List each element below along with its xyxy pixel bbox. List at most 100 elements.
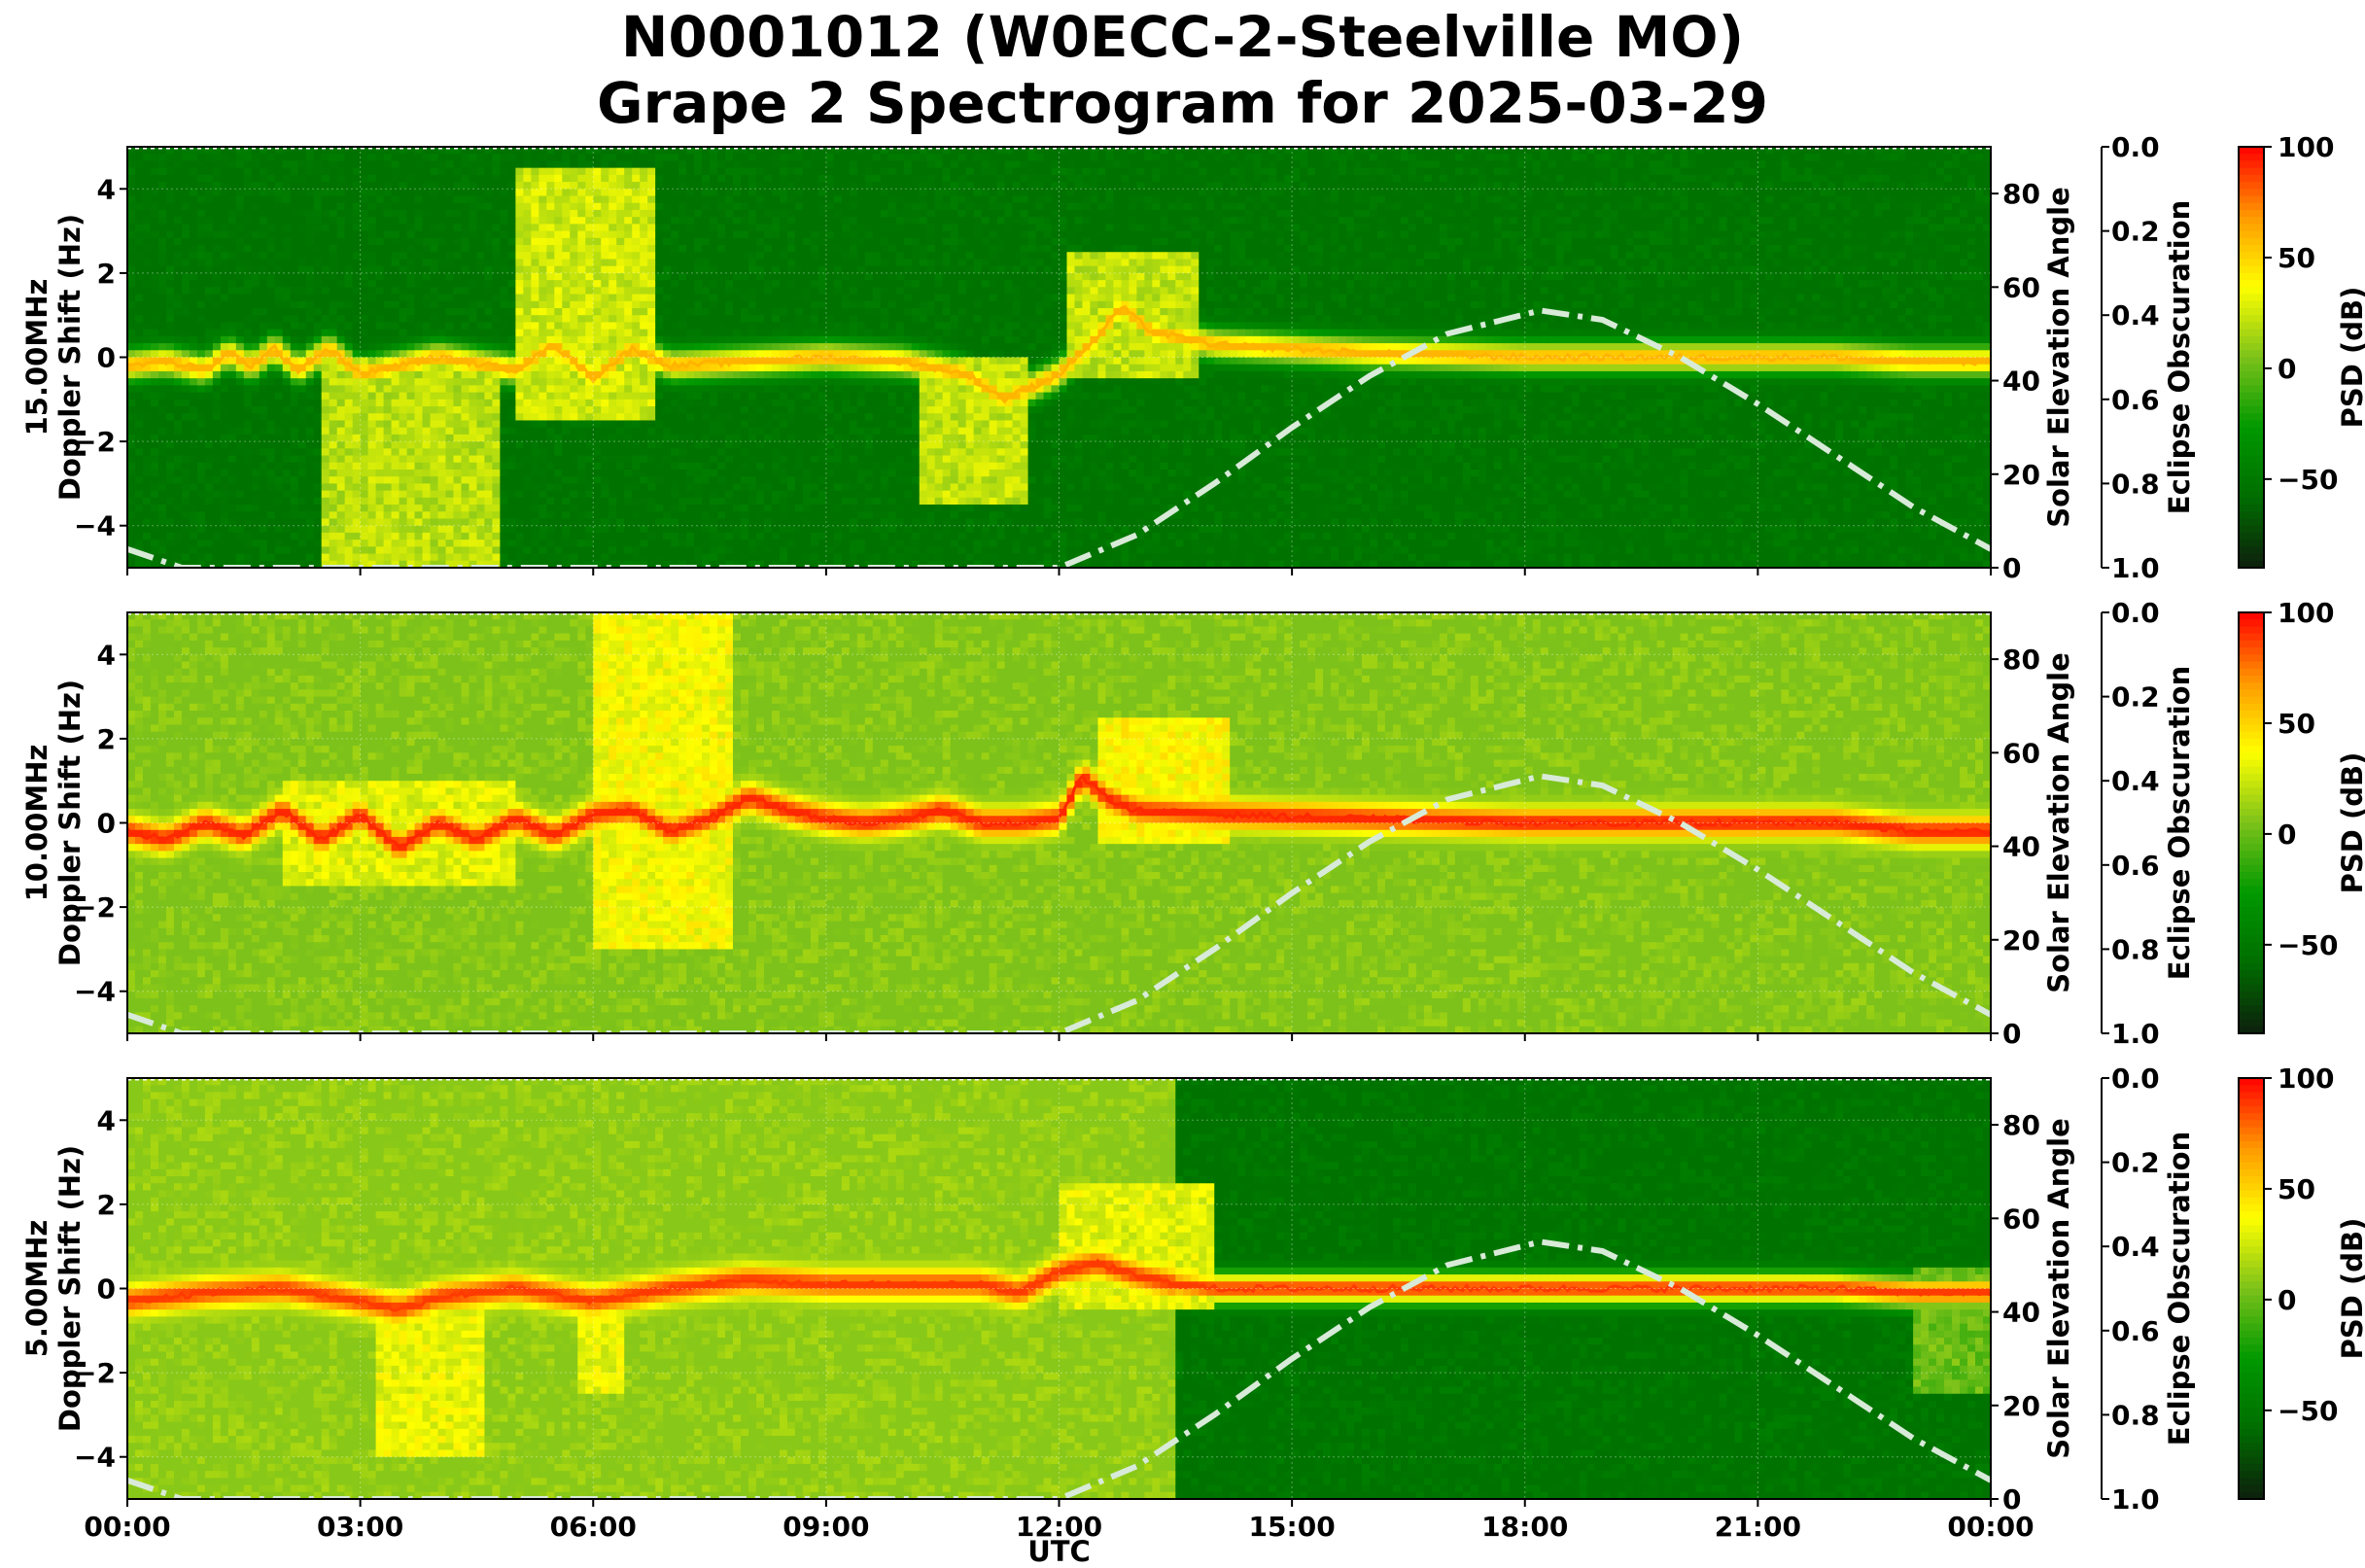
elevation-tick-label: 0 (2002, 1483, 2021, 1516)
elevation-tick-label: 80 (2002, 178, 2040, 210)
doppler-tick-label: −4 (74, 510, 116, 542)
doppler-tick-label: 0 (97, 808, 116, 840)
psd-colorbar: 100 50 0 −50 PSD (dB) (2238, 131, 2365, 569)
colorbar-tick-label: 50 (2278, 242, 2315, 274)
elevation-tick-label: 40 (2002, 366, 2040, 398)
heatmap-cells (127, 1078, 1992, 1500)
doppler-shift-label: Doppler Shift (Hz) (53, 214, 87, 501)
colorbar-frame (2238, 1077, 2265, 1500)
eclipse-tick-label: 1.0 (2111, 552, 2160, 584)
eclipse-tick-label: 0.2 (2111, 681, 2160, 714)
x-tick-label: 00:00 (84, 1511, 170, 1543)
doppler-trace-line (125, 774, 1992, 849)
spectrogram-panel-2: 420−2−45.00MHzDoppler Shift (Hz)02040608… (20, 1063, 2365, 1543)
doppler-tick-label: −2 (74, 1357, 116, 1389)
colorbar-tick-label: −50 (2278, 929, 2338, 961)
solar-elevation-curve (127, 307, 1991, 568)
x-tick-label: 15:00 (1249, 1511, 1336, 1543)
elevation-axis-label: Solar Elevation Angle (2042, 652, 2075, 993)
elevation-tick-label: 80 (2002, 644, 2040, 676)
doppler-tick-label: −4 (74, 976, 116, 1008)
x-tick-label: 12:00 (1016, 1511, 1102, 1543)
elevation-tick-label: 60 (2002, 737, 2040, 769)
elevation-tick-label: 60 (2002, 1202, 2040, 1235)
x-tick-label: 00:00 (1947, 1511, 2034, 1543)
x-axis-label: UTC (1027, 1535, 1091, 1568)
eclipse-tick-label: 0.2 (2111, 216, 2160, 248)
doppler-axis-label: 5.00MHzDoppler Shift (Hz) (20, 1145, 87, 1432)
eclipse-tick-label: 0.4 (2111, 299, 2160, 331)
eclipse-tick-label: 0.4 (2111, 1231, 2160, 1263)
elevation-tick-label: 20 (2002, 1390, 2040, 1422)
colorbar-label: PSD (dB) (2336, 287, 2365, 429)
doppler-axis-label: 10.00MHzDoppler Shift (Hz) (20, 679, 87, 966)
colorbar-tick-label: 0 (2278, 819, 2296, 851)
eclipse-axis-label: Eclipse Obscuration (2163, 200, 2196, 514)
heatmap-cells (127, 147, 1992, 569)
colorbar-frame (2238, 146, 2265, 569)
colorbar-tick-label: 100 (2278, 597, 2334, 629)
doppler-tick-label: 4 (97, 639, 116, 671)
elevation-tick-label: 20 (2002, 924, 2040, 957)
colorbar-tick-label: 100 (2278, 131, 2334, 163)
heatmap-cells (127, 612, 1992, 1034)
eclipse-tick-label: 0.4 (2111, 765, 2160, 797)
x-tick-label: 21:00 (1715, 1511, 1801, 1543)
elevation-tick-label: 20 (2002, 459, 2040, 491)
spectrogram-panel-0: 420−2−415.00MHzDoppler Shift (Hz)0204060… (20, 131, 2365, 584)
elevation-tick-label: 80 (2002, 1109, 2040, 1141)
eclipse-tick-label: 0.6 (2111, 850, 2160, 882)
x-tick-label: 18:00 (1481, 1511, 1568, 1543)
doppler-tick-label: 4 (97, 173, 116, 205)
eclipse-tick-label: 0.2 (2111, 1147, 2160, 1179)
figure-title-line1: N0001012 (W0ECC-2-Steelville MO) (0, 4, 2365, 70)
x-tick-label: 09:00 (783, 1511, 869, 1543)
doppler-tick-label: 0 (97, 342, 116, 374)
elevation-axis-label: Solar Elevation Angle (2042, 187, 2075, 528)
solar-elevation-curve (127, 1238, 1991, 1499)
doppler-trace-line (126, 304, 1992, 404)
eclipse-tick-label: 0.6 (2111, 1315, 2160, 1347)
frequency-label: 10.00MHz (20, 745, 53, 902)
colorbar-tick-label: −50 (2278, 1395, 2338, 1427)
colorbar-tick-label: −50 (2278, 464, 2338, 496)
eclipse-tick-label: 0.8 (2111, 468, 2160, 500)
doppler-axis-label: 15.00MHzDoppler Shift (Hz) (20, 214, 87, 501)
eclipse-tick-label: 0.0 (2111, 1063, 2160, 1095)
frequency-label: 15.00MHz (20, 279, 53, 436)
elevation-tick-label: 40 (2002, 1297, 2040, 1329)
eclipse-tick-label: 1.0 (2111, 1483, 2160, 1516)
colorbar-label: PSD (dB) (2336, 1218, 2365, 1360)
elevation-tick-label: 0 (2002, 552, 2021, 584)
doppler-tick-label: 2 (97, 723, 116, 755)
colorbar-label: PSD (dB) (2336, 752, 2365, 894)
psd-colorbar: 100 50 0 −50 PSD (dB) (2238, 1063, 2365, 1500)
psd-colorbar: 100 50 0 −50 PSD (dB) (2238, 597, 2365, 1034)
x-tick-label: 03:00 (317, 1511, 403, 1543)
eclipse-tick-label: 0.6 (2111, 384, 2160, 416)
elevation-tick-label: 0 (2002, 1018, 2021, 1050)
colorbar-tick-label: 0 (2278, 353, 2296, 385)
doppler-tick-label: −2 (74, 426, 116, 458)
eclipse-tick-label: 0.0 (2111, 597, 2160, 629)
x-tick-label: 06:00 (550, 1511, 637, 1543)
doppler-tick-label: −4 (74, 1442, 116, 1474)
doppler-tick-label: 2 (97, 258, 116, 290)
eclipse-axis-label: Eclipse Obscuration (2163, 1132, 2196, 1446)
colorbar-tick-label: 50 (2278, 1173, 2315, 1205)
eclipse-tick-label: 0.8 (2111, 933, 2160, 965)
doppler-tick-label: 2 (97, 1189, 116, 1221)
elevation-axis-label: Solar Elevation Angle (2042, 1118, 2075, 1459)
solar-elevation-curve (127, 773, 1991, 1033)
doppler-tick-label: −2 (74, 891, 116, 923)
colorbar-tick-label: 0 (2278, 1284, 2296, 1316)
eclipse-tick-label: 0.0 (2111, 131, 2160, 163)
doppler-tick-label: 4 (97, 1104, 116, 1136)
elevation-tick-label: 40 (2002, 831, 2040, 863)
eclipse-tick-label: 0.8 (2111, 1399, 2160, 1431)
doppler-trace-line (126, 1258, 1992, 1312)
colorbar-tick-label: 50 (2278, 708, 2315, 740)
frequency-label: 5.00MHz (20, 1220, 53, 1358)
doppler-shift-label: Doppler Shift (Hz) (53, 679, 87, 966)
